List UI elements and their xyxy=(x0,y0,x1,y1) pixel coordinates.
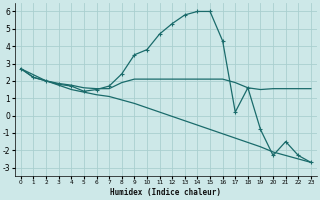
X-axis label: Humidex (Indice chaleur): Humidex (Indice chaleur) xyxy=(110,188,221,197)
